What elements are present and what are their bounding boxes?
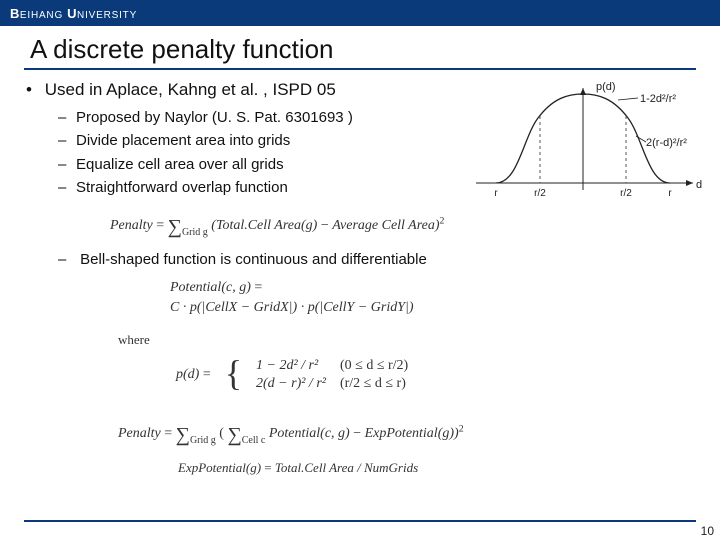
bullet-main-text: Used in Aplace, Kahng et al. , ISPD 05 bbox=[45, 80, 336, 99]
dash-icon: – bbox=[58, 106, 76, 129]
bottom-rule bbox=[24, 520, 696, 522]
formula-penalty2: Penalty = ∑Grid g ( ∑Cell c Potential(c,… bbox=[118, 420, 464, 443]
pw-lhs: p(d) bbox=[176, 367, 199, 382]
brace-icon: { bbox=[225, 353, 242, 393]
svg-text:r/2: r/2 bbox=[620, 188, 632, 199]
f2-body: C · p(|CellX − GridX|) · p(|CellY − Grid… bbox=[170, 300, 414, 315]
dash-icon: – bbox=[58, 129, 76, 152]
uni-niversity: NIVERSITY bbox=[77, 10, 137, 21]
svg-text:2(r-d)²/r²: 2(r-d)²/r² bbox=[646, 137, 687, 149]
sub-item-0-text: Proposed by Naylor (U. S. Pat. 6301693 ) bbox=[76, 109, 353, 126]
bell-curve-chart: r r/2 r/2 r p(d) d 1-2d²/r² 2(r-d)²/r² bbox=[468, 78, 708, 208]
page-number: 10 bbox=[701, 524, 714, 538]
sub-item-3: –Straightforward overlap function bbox=[58, 176, 353, 199]
pw-c2: (r/2 ≤ d ≤ r) bbox=[340, 376, 406, 391]
formula-piecewise: p(d) = { 1 − 2d² / r² (0 ≤ d ≤ r/2) 2(d … bbox=[168, 356, 416, 394]
exp-lhs: ExpPotential(g) bbox=[178, 460, 261, 475]
svg-text:r: r bbox=[668, 188, 672, 199]
uni-eihang: EIHANG bbox=[20, 10, 63, 21]
sub-item-2: –Equalize cell area over all grids bbox=[58, 153, 353, 176]
svg-text:d: d bbox=[696, 179, 702, 191]
f1-minus: − bbox=[321, 218, 329, 233]
sub-item-1: –Divide placement area into grids bbox=[58, 129, 353, 152]
f1-eq: = bbox=[156, 218, 164, 233]
svg-text:r: r bbox=[494, 188, 498, 199]
pw-r2: 2(d − r)² / r² bbox=[256, 376, 326, 391]
bullet-bell-text: Bell-shaped function is continuous and d… bbox=[80, 251, 427, 268]
formula-exp: ExpPotential(g) = Total.Cell Area / NumG… bbox=[178, 460, 418, 476]
bullet-bell: – Bell-shaped function is continuous and… bbox=[58, 248, 427, 271]
p2-sq: 2 bbox=[459, 423, 464, 434]
exp-rhs: Total.Cell Area / NumGrids bbox=[275, 460, 418, 475]
svg-text:p(d): p(d) bbox=[596, 81, 616, 93]
sub-item-0: –Proposed by Naylor (U. S. Pat. 6301693 … bbox=[58, 106, 353, 129]
p2-inner: Potential(c, g) bbox=[269, 426, 350, 441]
f2-eq: = bbox=[254, 280, 262, 295]
sub-item-1-text: Divide placement area into grids bbox=[76, 132, 290, 149]
uni-u: U bbox=[67, 6, 77, 21]
uni-b: B bbox=[10, 6, 20, 21]
p2-s1: Grid g bbox=[190, 435, 216, 446]
p2-open: ( bbox=[219, 426, 224, 441]
pw-r1: 1 − 2d² / r² bbox=[256, 358, 318, 373]
sub-item-3-text: Straightforward overlap function bbox=[76, 179, 288, 196]
pw-c1: (0 ≤ d ≤ r/2) bbox=[340, 358, 408, 373]
p2-tail: ExpPotential(g)) bbox=[365, 426, 459, 441]
university-name: BEIHANG UNIVERSITY bbox=[10, 6, 137, 21]
formula-penalty-sum: Penalty = ∑Grid g (Total.Cell Area(g) − … bbox=[110, 212, 444, 235]
slide-title: A discrete penalty function bbox=[30, 34, 334, 65]
formula-potential: Potential(c, g) = C · p(|CellX − GridX|)… bbox=[170, 278, 414, 317]
f1-a: (Total.Cell Area(g) bbox=[211, 218, 317, 233]
pw-eq: = bbox=[203, 367, 211, 382]
dash-icon: – bbox=[58, 248, 76, 271]
f1-b: Average Cell Area) bbox=[332, 218, 439, 233]
bullet-dot-icon: • bbox=[26, 80, 40, 100]
p2-s2: Cell c bbox=[242, 435, 266, 446]
p2-minus: − bbox=[353, 426, 361, 441]
dash-icon: – bbox=[58, 176, 76, 199]
f1-sub: Grid g bbox=[182, 227, 208, 238]
svg-text:1-2d²/r²: 1-2d²/r² bbox=[640, 93, 676, 105]
slide-root: { "header": { "university_prefix": "B", … bbox=[0, 0, 720, 540]
bullet-main: • Used in Aplace, Kahng et al. , ISPD 05 bbox=[26, 80, 336, 100]
svg-text:r/2: r/2 bbox=[534, 188, 546, 199]
p2-eq: = bbox=[164, 426, 172, 441]
f2-lhs: Potential(c, g) bbox=[170, 280, 251, 295]
sigma-icon: ∑ bbox=[227, 424, 241, 446]
title-underline bbox=[24, 68, 696, 70]
f1-lhs: Penalty bbox=[110, 218, 153, 233]
f1-sq: 2 bbox=[440, 215, 445, 226]
formula-where: where bbox=[118, 332, 150, 348]
p2-lhs: Penalty bbox=[118, 426, 161, 441]
header-bar: BEIHANG UNIVERSITY bbox=[0, 0, 720, 26]
sub-bullet-list: –Proposed by Naylor (U. S. Pat. 6301693 … bbox=[58, 106, 353, 199]
sigma-icon: ∑ bbox=[168, 216, 182, 238]
exp-eq: = bbox=[264, 460, 271, 475]
sub-item-2-text: Equalize cell area over all grids bbox=[76, 156, 284, 173]
dash-icon: – bbox=[58, 153, 76, 176]
sigma-icon: ∑ bbox=[176, 424, 190, 446]
